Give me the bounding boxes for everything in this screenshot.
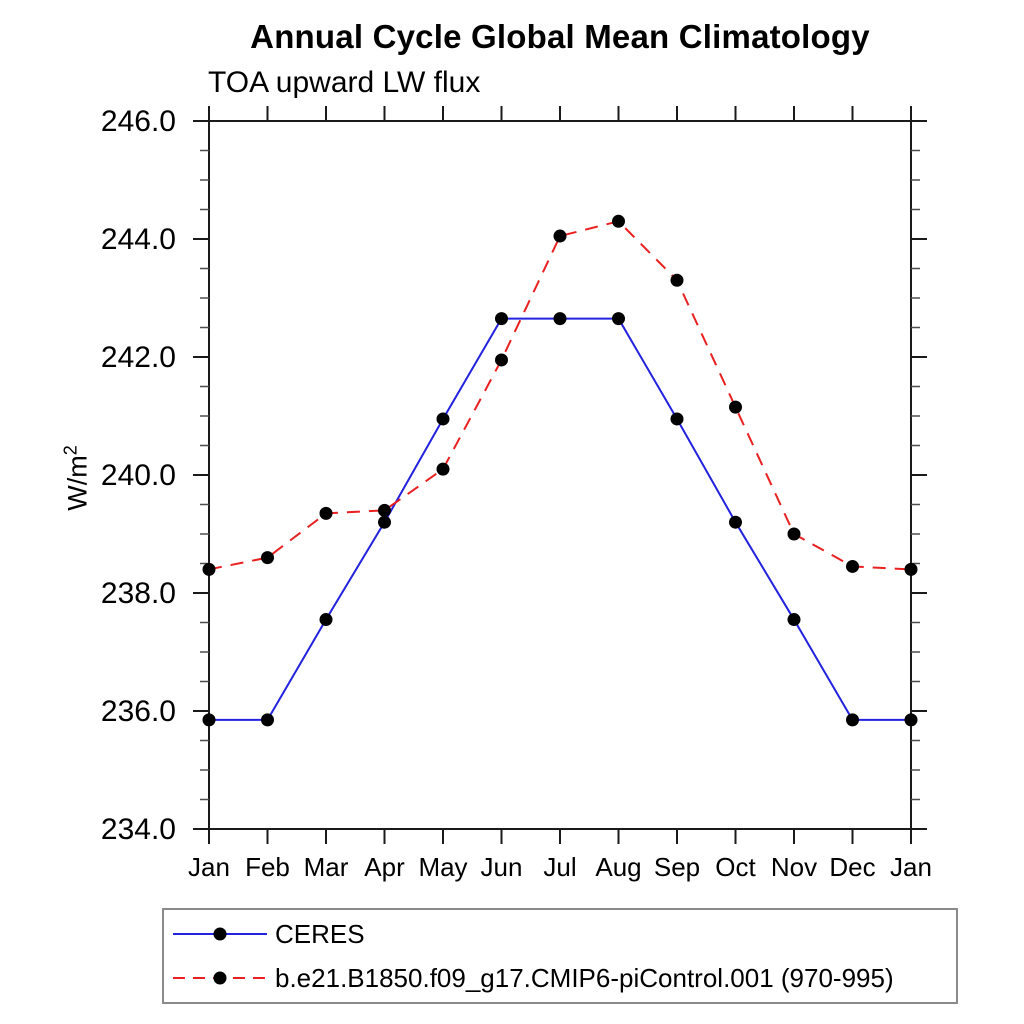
data-point-marker [904, 562, 918, 576]
x-tick-label: Jun [481, 852, 523, 882]
x-tick-label: Jan [890, 852, 932, 882]
data-point-marker [846, 713, 859, 727]
data-point-marker [904, 713, 918, 727]
plot-frame [208, 120, 912, 830]
data-point-marker [436, 412, 450, 426]
data-point-marker [553, 229, 567, 243]
data-point-marker [787, 613, 801, 627]
data-point-marker [378, 503, 391, 517]
y-tick-label: 236.0 [101, 695, 176, 728]
data-point-marker [670, 412, 684, 426]
data-point-marker [787, 527, 801, 541]
y-tick-label: 238.0 [101, 577, 176, 610]
data-point-marker [261, 713, 274, 727]
x-tick-label: Apr [364, 852, 405, 882]
legend-swatch-dashed-line-dot-icon [173, 971, 267, 985]
data-point-marker [319, 613, 333, 627]
x-tick-label: Sep [654, 852, 700, 882]
data-point-marker [553, 312, 567, 326]
data-point-marker [495, 353, 508, 367]
x-tick-label: Aug [595, 852, 641, 882]
data-point-marker [612, 312, 625, 326]
x-tick-label: Oct [715, 852, 756, 882]
chart-title: Annual Cycle Global Mean Climatology [250, 18, 870, 55]
data-point-marker [202, 713, 216, 727]
data-point-marker [670, 273, 684, 287]
x-tick-label: Dec [829, 852, 875, 882]
data-point-marker [729, 515, 742, 529]
data-point-marker [319, 506, 333, 520]
data-point-marker [436, 462, 450, 476]
series-line-0 [209, 317, 911, 721]
data-point-marker [612, 214, 625, 228]
data-point-marker [202, 562, 216, 576]
x-tick-label: Jan [188, 852, 230, 882]
data-point-marker [261, 551, 274, 565]
legend: CERES b.e21.B1850.f09_g17.CMIP6-piContro… [162, 908, 958, 1004]
x-tick-label: Nov [771, 852, 817, 882]
y-tick-label: 242.0 [101, 341, 176, 374]
legend-row-ceres: CERES [164, 912, 956, 956]
legend-swatch-solid-line-dot-icon [173, 927, 267, 941]
data-point-marker [846, 559, 859, 573]
x-tick-label: May [418, 852, 467, 882]
y-tick-label: 240.0 [101, 459, 176, 492]
x-tick-label: Jul [543, 852, 576, 882]
x-tick-label: Mar [304, 852, 349, 882]
y-tick-label: 234.0 [101, 813, 176, 846]
y-tick-label: 246.0 [101, 105, 176, 138]
y-tick-label: 244.0 [101, 223, 176, 256]
series-line-1 [208, 220, 912, 571]
x-tick-label: Feb [245, 852, 290, 882]
legend-row-model: b.e21.B1850.f09_g17.CMIP6-piControl.001 … [164, 956, 956, 1000]
data-point-marker [729, 400, 742, 414]
legend-label-model: b.e21.B1850.f09_g17.CMIP6-piControl.001 … [275, 962, 894, 993]
data-point-marker [378, 515, 391, 529]
data-point-marker [495, 312, 508, 326]
chart-subtitle: TOA upward LW flux [208, 66, 481, 99]
legend-label-ceres: CERES [275, 918, 365, 949]
